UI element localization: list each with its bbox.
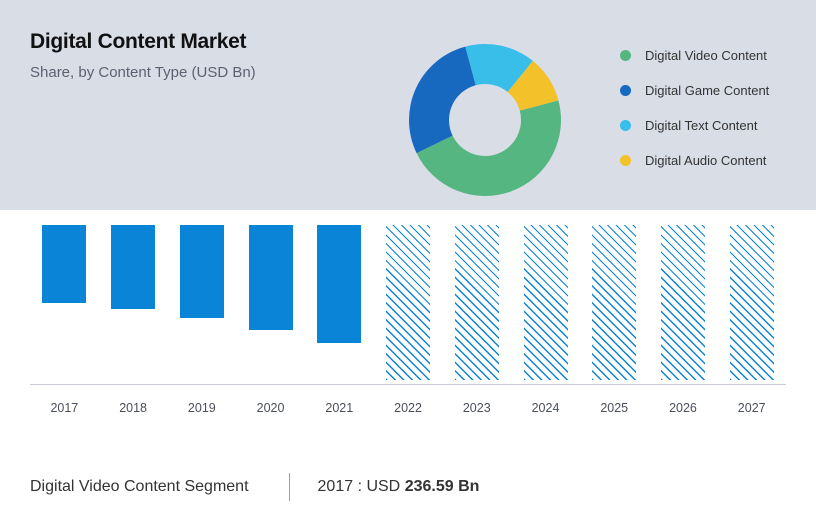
bar-actual	[111, 225, 155, 309]
bar-forecast	[661, 225, 705, 380]
bar-xlabel: 2024	[511, 401, 580, 415]
bar-slot	[374, 225, 443, 385]
legend-item: Digital Text Content	[620, 118, 786, 133]
bars-row	[30, 225, 786, 385]
bar-xlabel: 2019	[167, 401, 236, 415]
bar-slot	[99, 225, 168, 385]
page-subtitle: Share, by Content Type (USD Bn)	[30, 64, 380, 81]
bar-xlabel: 2027	[717, 401, 786, 415]
footer-currency: USD	[366, 478, 400, 495]
bar-xlabel: 2026	[649, 401, 718, 415]
bar-actual	[180, 225, 224, 318]
bar-chart-panel: 2017201820192020202120222023202420252026…	[0, 210, 816, 455]
bar-xlabel: 2017	[30, 401, 99, 415]
legend-label: Digital Video Content	[645, 48, 767, 63]
donut-hole	[450, 85, 521, 156]
legend-item: Digital Audio Content	[620, 153, 786, 168]
donut-chart-container	[380, 30, 590, 210]
bar-xaxis-labels: 2017201820192020202120222023202420252026…	[30, 401, 786, 415]
footer-amount: 236.59	[405, 478, 454, 495]
bar-slot	[649, 225, 718, 385]
footer-year: 2017	[318, 478, 354, 495]
legend-item: Digital Video Content	[620, 48, 786, 63]
bar-baseline	[30, 384, 786, 385]
bar-slot	[442, 225, 511, 385]
bar-forecast	[386, 225, 430, 380]
title-block: Digital Content Market Share, by Content…	[30, 30, 380, 210]
bar-forecast	[730, 225, 774, 380]
bar-slot	[236, 225, 305, 385]
bar-xlabel: 2025	[580, 401, 649, 415]
bar-chart-area: 2017201820192020202120222023202420252026…	[30, 225, 786, 415]
bar-forecast	[455, 225, 499, 380]
legend-label: Digital Game Content	[645, 83, 769, 98]
bar-slot	[167, 225, 236, 385]
top-panel: Digital Content Market Share, by Content…	[0, 0, 816, 210]
bar-xlabel: 2020	[236, 401, 305, 415]
bar-slot	[580, 225, 649, 385]
bar-xlabel: 2022	[374, 401, 443, 415]
legend-label: Digital Audio Content	[645, 153, 766, 168]
bar-actual	[249, 225, 293, 330]
bar-xlabel: 2018	[99, 401, 168, 415]
legend-swatch	[620, 120, 631, 131]
bar-slot	[30, 225, 99, 385]
legend-swatch	[620, 50, 631, 61]
bar-slot	[305, 225, 374, 385]
bar-slot	[717, 225, 786, 385]
bar-actual	[317, 225, 361, 343]
footer-value: 2017 : USD 236.59 Bn	[318, 478, 480, 496]
bar-forecast	[524, 225, 568, 380]
legend-item: Digital Game Content	[620, 83, 786, 98]
donut-chart	[390, 30, 580, 215]
legend-label: Digital Text Content	[645, 118, 758, 133]
legend-swatch	[620, 155, 631, 166]
page-title: Digital Content Market	[30, 30, 380, 54]
legend: Digital Video Content Digital Game Conten…	[590, 30, 786, 210]
bar-forecast	[592, 225, 636, 380]
footer: Digital Video Content Segment 2017 : USD…	[0, 455, 816, 501]
footer-unit: Bn	[458, 478, 479, 495]
bar-actual	[42, 225, 86, 303]
bar-slot	[511, 225, 580, 385]
footer-divider	[289, 473, 290, 501]
legend-swatch	[620, 85, 631, 96]
bar-xlabel: 2023	[442, 401, 511, 415]
bar-xlabel: 2021	[305, 401, 374, 415]
footer-segment-label: Digital Video Content Segment	[30, 478, 249, 496]
